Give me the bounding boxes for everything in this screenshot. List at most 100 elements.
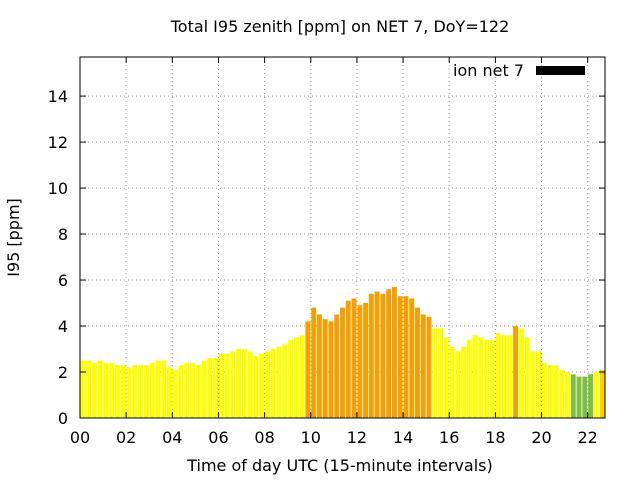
bar [345,300,351,418]
bar [455,351,461,418]
bar [149,362,155,418]
bar [397,296,403,418]
bar [374,291,380,418]
bar [184,362,190,418]
x-tick-label: 18 [485,428,505,447]
bar [501,335,507,418]
bar [213,358,219,418]
bar [328,321,334,418]
bar [115,365,120,418]
y-tick-label: 12 [48,133,68,152]
bar [236,349,242,418]
bar [126,367,132,418]
bar [357,305,363,418]
y-tick-label: 6 [58,271,68,290]
bar [201,360,207,418]
bar [103,362,109,418]
bar [132,365,138,418]
bar [507,335,513,418]
bar [109,362,115,418]
bar [224,353,230,418]
bar [530,351,536,418]
x-tick-label: 04 [162,428,182,447]
bar [495,332,501,418]
bar [86,360,92,418]
bar [207,358,213,418]
bar [461,346,467,418]
legend-swatch [536,66,585,75]
bar [241,349,247,418]
bar [80,360,86,418]
bar [97,360,103,418]
bar [443,337,449,418]
x-tick-label: 10 [301,428,321,447]
plot-frame [79,56,606,419]
bar [484,339,490,418]
x-tick-label: 16 [439,428,459,447]
bar [420,314,426,418]
legend-label: ion net 7 [453,61,524,80]
bar [438,328,444,418]
x-tick-label: 12 [347,428,367,447]
bar [593,372,599,418]
y-tick-label: 0 [58,409,68,428]
bar [91,362,97,418]
x-tick-label: 20 [531,428,551,447]
bar [155,360,161,418]
x-tick-label: 22 [578,428,598,447]
bar [559,369,565,418]
bar [541,362,547,418]
bar [166,367,172,418]
bar [599,369,605,418]
bar [299,335,305,418]
bar [426,316,432,418]
bar [588,374,594,418]
bar [334,314,340,418]
x-tick-label: 00 [70,428,90,447]
bar [547,365,553,418]
bar [120,365,126,418]
bar [553,365,559,418]
bar [466,339,472,418]
bar [195,365,201,418]
y-tick-label: 2 [58,363,68,382]
bar [386,289,392,418]
y-axis-label: I95 [ppm] [4,198,23,277]
bar [472,335,478,418]
bar [178,365,184,418]
bar [316,314,322,418]
bar [478,337,484,418]
legend: ion net 7 [453,61,585,80]
y-tick-label: 8 [58,225,68,244]
bar [161,360,167,418]
bar [582,376,588,418]
bar [536,351,542,418]
bar [322,319,328,418]
grid-lines [80,57,605,418]
x-tick-label: 06 [208,428,228,447]
bar [570,374,576,418]
bar [265,351,270,418]
bar [403,296,409,418]
bar [409,298,415,418]
bar [380,293,386,418]
bar [247,351,253,418]
bar [143,365,149,418]
chart-title: Total I95 zenith [ppm] on NET 7, DoY=122 [170,17,510,36]
y-tick-label: 14 [48,87,68,106]
bar [288,339,294,418]
bar [415,307,420,418]
y-tick-label: 4 [58,317,68,336]
bar [391,286,397,418]
bar [363,303,369,418]
bar [524,337,530,418]
x-tick-label: 08 [254,428,274,447]
bar [218,353,224,418]
bar [253,355,259,418]
bar [172,369,178,418]
bar [576,376,582,418]
bar [518,328,524,418]
bar [449,346,455,418]
bar [293,337,299,418]
